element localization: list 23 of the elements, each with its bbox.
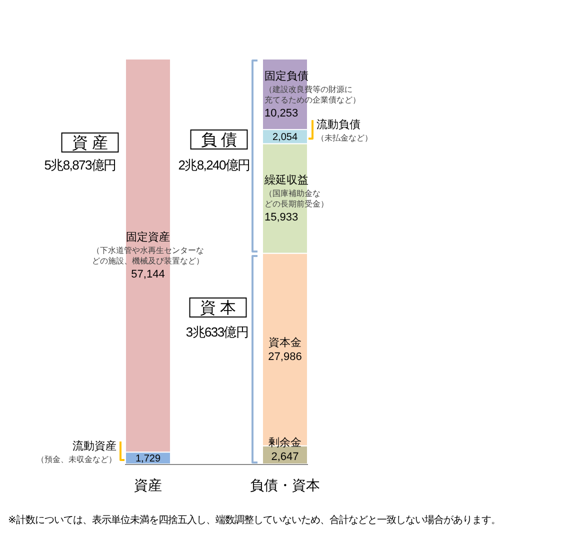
data-label: 15,933 (264, 211, 298, 224)
data-label: 1,729 (135, 454, 161, 465)
text: 資 産 (72, 134, 108, 152)
series-label: 流動資産（預金、未収金など） (36, 440, 116, 464)
series-label: 資本金 (268, 336, 302, 350)
x-tick-label: 資産 (134, 477, 162, 493)
text: ※計数については、表示単位未満を四捨五入し、端数調整していないため、合計などと一致しない場合があります。 (8, 514, 500, 526)
data-label: 10,253 (264, 107, 298, 120)
data-label: 27,986 (268, 351, 302, 364)
data-label: 57,144 (131, 268, 165, 281)
text: 5兆8,873億円 (44, 158, 116, 172)
annotation: 負 債 (200, 132, 238, 149)
data-label: 2,647 (271, 451, 299, 463)
series-label: 剰余金 (268, 437, 302, 449)
data-label: 2,054 (272, 132, 298, 144)
series-label: 固定負債（建設改良費等の財源に充てるための企業債など） (264, 69, 360, 104)
series-label: 流動負債（未払金など） (316, 118, 372, 143)
x-tick-label: 負債・資本 (250, 477, 320, 493)
annotation: 3兆633億円 (186, 324, 248, 340)
series-label: 繰延収益（国庫補助金などの長期前受金） (264, 173, 328, 208)
annotation: 資 本 (200, 299, 236, 317)
series-label: 固定資産（下水道管や水再生センターなどの施設、機械及び装置など） (92, 230, 204, 266)
annotation: 2兆8,240億円 (178, 158, 250, 172)
